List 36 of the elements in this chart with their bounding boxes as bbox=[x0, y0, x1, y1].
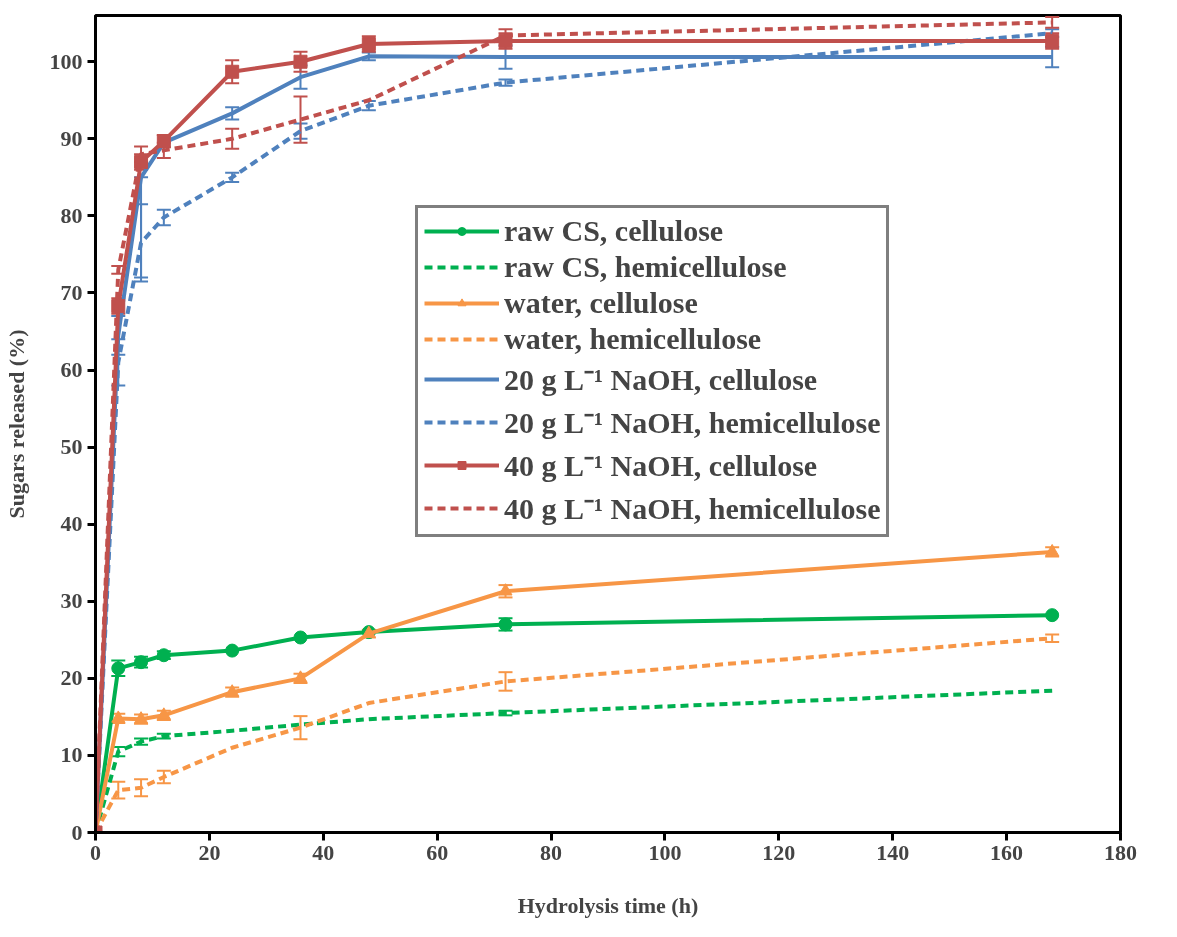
y-tick-label: 0 bbox=[71, 819, 83, 845]
legend-label: 40 g L⁻¹ NaOH, hemicellulose bbox=[504, 491, 881, 527]
y-tick-label: 20 bbox=[60, 665, 83, 691]
point bbox=[225, 643, 240, 658]
legend-label: water, hemicellulose bbox=[504, 322, 762, 356]
legend-label: 20 g L⁻¹ NaOH, cellulose bbox=[504, 362, 818, 398]
y-tick-label: 100 bbox=[49, 48, 83, 74]
legend-label: raw CS, cellulose bbox=[504, 214, 724, 248]
x-tick-label: 100 bbox=[648, 839, 682, 865]
y-tick-label: 70 bbox=[60, 279, 83, 305]
y-tick-label: 80 bbox=[60, 202, 83, 228]
legend-label: raw CS, hemicellulose bbox=[504, 250, 787, 284]
y-tick-label: 30 bbox=[60, 588, 83, 614]
x-tick-label: 180 bbox=[1104, 839, 1137, 865]
x-tick-label: 40 bbox=[312, 839, 335, 865]
x-axis-title: Hydrolysis time (h) bbox=[517, 892, 699, 918]
x-tick-label: 20 bbox=[198, 839, 221, 865]
y-tick-label: 50 bbox=[60, 434, 83, 460]
point bbox=[1045, 608, 1060, 623]
x-tick-label: 160 bbox=[990, 839, 1024, 865]
x-tick-label: 0 bbox=[90, 839, 101, 865]
legend-label: water, cellulose bbox=[504, 286, 698, 320]
y-tick-label: 40 bbox=[60, 511, 83, 537]
x-tick-label: 120 bbox=[762, 839, 796, 865]
point bbox=[293, 630, 308, 645]
legend-label: 40 g L⁻¹ NaOH, cellulose bbox=[504, 448, 818, 484]
y-tick-label: 60 bbox=[60, 357, 83, 383]
x-tick-label: 80 bbox=[540, 839, 563, 865]
y-axis-title: Sugars released (%) bbox=[3, 329, 29, 519]
y-tick-label: 10 bbox=[60, 742, 83, 768]
x-tick-label: 60 bbox=[426, 839, 449, 865]
point bbox=[293, 54, 308, 69]
x-tick-label: 140 bbox=[876, 839, 910, 865]
point bbox=[225, 64, 240, 79]
legend-label: 20 g L⁻¹ NaOH, hemicellulose bbox=[504, 405, 881, 441]
y-tick-label: 90 bbox=[60, 125, 83, 151]
